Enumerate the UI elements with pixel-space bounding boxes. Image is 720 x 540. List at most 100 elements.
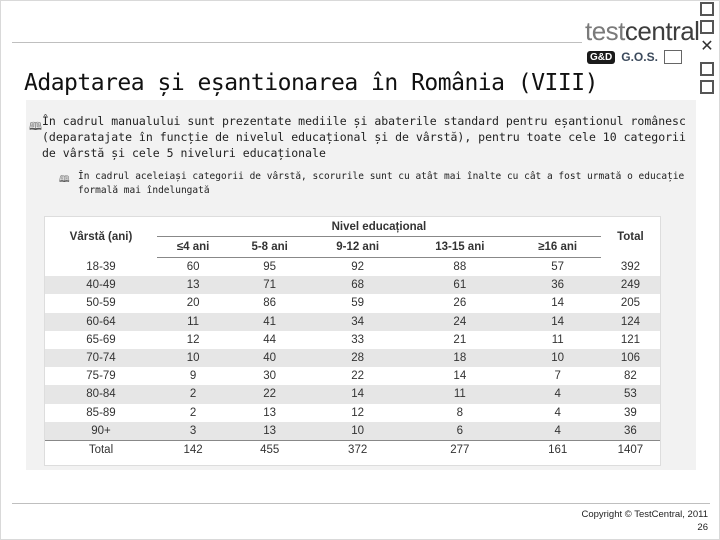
table-row: 85-89 2 13 12 8 4 39 xyxy=(45,404,660,422)
cell-value: 2 xyxy=(189,406,197,419)
cell-value: 2 xyxy=(157,385,230,404)
cell-value: 14 xyxy=(551,297,565,310)
cell-value: 14 xyxy=(514,312,601,331)
cell-value: 8 xyxy=(456,406,464,419)
gd-logo: G&D xyxy=(587,50,616,64)
col-header-level: ≥16 ani xyxy=(514,236,601,258)
bullet-text-2: În cadrul aceleiași categorii de vârstă,… xyxy=(78,171,685,196)
cell-value: 13 xyxy=(157,276,230,295)
cell-total: 106 xyxy=(600,348,660,368)
cell-value: 10 xyxy=(157,348,230,368)
cell-value: 21 xyxy=(453,333,467,346)
cell-value: 12 xyxy=(186,333,200,346)
col-group-education: Nivel educațional xyxy=(157,217,601,237)
cell-value: 4 xyxy=(514,385,601,404)
table-row: 90+ 3 13 10 6 4 36 xyxy=(45,421,660,441)
cell-total: 1407 xyxy=(600,439,660,460)
cell-value: 10 xyxy=(310,421,406,441)
cell-value: 277 xyxy=(405,439,515,460)
cell-age: 85-89 xyxy=(86,406,116,419)
cell-value: 9 xyxy=(189,370,197,383)
cell-value: 10 xyxy=(514,348,601,368)
cell-value: 14 xyxy=(453,370,467,383)
cell-total: 392 xyxy=(620,260,641,273)
bullet-text-1: În cadrul manualului sunt prezentate med… xyxy=(42,114,686,160)
bullet-icon: 🕮 xyxy=(29,120,42,133)
cell-value: 22 xyxy=(351,370,365,383)
col-header-level: 13-15 ani xyxy=(405,236,515,258)
cell-value: 11 xyxy=(405,385,515,404)
cell-value: 71 xyxy=(229,276,311,295)
close-icon[interactable]: ✕ xyxy=(700,36,714,55)
window-control-square-4[interactable] xyxy=(700,80,714,94)
cell-value: 22 xyxy=(229,385,311,404)
cell-value: 3 xyxy=(157,421,230,441)
cell-value: 33 xyxy=(351,333,365,346)
table-row: 50-59 20 86 59 26 14 205 xyxy=(45,294,660,312)
sample-table: Vârstă (ani) Nivel educațional Total ≤4 … xyxy=(44,216,661,466)
cell-value: 57 xyxy=(551,261,565,274)
cell-value: 36 xyxy=(514,276,601,295)
cell-value: 7 xyxy=(554,370,561,383)
book-icon xyxy=(663,50,682,64)
cell-value: 13 xyxy=(263,406,277,419)
col-header-total: Total xyxy=(617,231,644,244)
cell-value: 26 xyxy=(453,297,467,310)
cell-value: 455 xyxy=(229,439,311,460)
table-row: 75-79 9 30 22 14 7 82 xyxy=(45,367,660,385)
cell-total: 124 xyxy=(600,312,660,331)
cell-age: 90+ xyxy=(45,421,157,441)
table-row: 40-49 13 71 68 61 36 249 xyxy=(45,276,660,295)
data-table: Vârstă (ani) Nivel educațional Total ≤4 … xyxy=(45,217,660,460)
cell-value: 60 xyxy=(186,261,200,274)
cell-value: 372 xyxy=(310,439,406,460)
header-divider xyxy=(12,42,582,43)
cell-value: 95 xyxy=(263,261,277,274)
cell-value: 20 xyxy=(186,297,200,310)
window-control-square-2[interactable] xyxy=(700,20,714,34)
cell-value: 11 xyxy=(157,312,230,331)
copyright-text: Copyright © TestCentral, 2011 xyxy=(581,509,708,520)
cell-value: 14 xyxy=(310,385,406,404)
cell-value: 28 xyxy=(310,348,406,368)
cell-total: 36 xyxy=(600,421,660,441)
cell-age: Total xyxy=(45,439,157,460)
footer-divider xyxy=(12,503,710,504)
cell-total: 205 xyxy=(620,297,641,310)
cell-total: 121 xyxy=(620,333,641,346)
col-header-level: 5-8 ani xyxy=(229,236,311,258)
cell-value: 88 xyxy=(453,261,467,274)
table-total-row: Total 142 455 372 277 161 1407 xyxy=(45,439,660,460)
cell-age: 50-59 xyxy=(86,297,116,310)
cell-value: 34 xyxy=(310,312,406,331)
cell-value: 30 xyxy=(263,370,277,383)
sub-bullet-icon: 🕮 xyxy=(59,175,70,185)
cell-value: 61 xyxy=(405,276,515,295)
page-number: 26 xyxy=(697,522,708,533)
cell-age: 40-49 xyxy=(45,276,157,295)
cell-age: 18-39 xyxy=(86,260,116,273)
cell-age: 80-84 xyxy=(45,385,157,404)
window-control-square-3[interactable] xyxy=(700,62,714,76)
cell-value: 41 xyxy=(229,312,311,331)
table-row: 80-84 2 22 14 11 4 53 xyxy=(45,385,660,404)
cell-total: 82 xyxy=(624,370,637,383)
col-header-level: 9-12 ani xyxy=(310,236,406,258)
table-row: 65-69 12 44 33 21 11 121 xyxy=(45,331,660,349)
cell-value: 161 xyxy=(514,439,601,460)
cell-value: 24 xyxy=(405,312,515,331)
cell-value: 4 xyxy=(554,406,561,419)
footer: Copyright © TestCentral, 2011 26 xyxy=(520,508,708,534)
table-row: 70-74 10 40 28 18 10 106 xyxy=(45,348,660,368)
cell-total: 53 xyxy=(600,385,660,404)
cell-value: 68 xyxy=(310,276,406,295)
cell-total: 39 xyxy=(624,406,637,419)
gos-logo: G.O.S. xyxy=(621,50,658,64)
cell-value: 11 xyxy=(551,333,564,346)
window-control-square-1[interactable] xyxy=(700,2,714,16)
logo-wordmark: testcentral xyxy=(585,16,700,46)
cell-value: 86 xyxy=(263,297,277,310)
cell-value: 13 xyxy=(229,421,311,441)
table-row: 60-64 11 41 34 24 14 124 xyxy=(45,312,660,331)
cell-value: 18 xyxy=(405,348,515,368)
